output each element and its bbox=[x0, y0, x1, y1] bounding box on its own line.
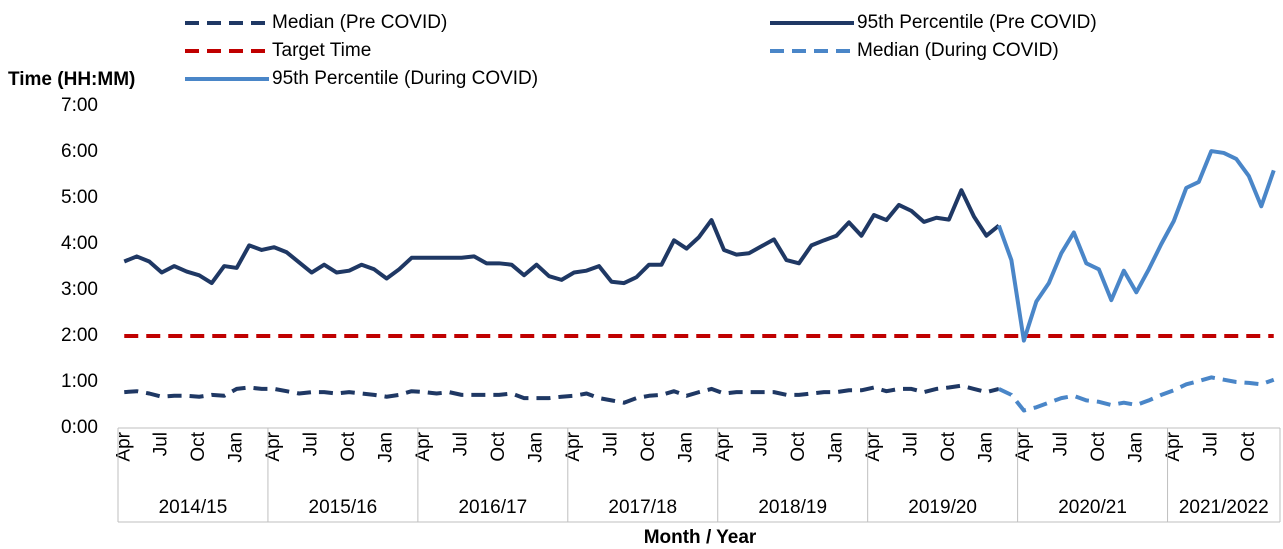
series-line bbox=[996, 149, 1276, 343]
group-label: 2015/16 bbox=[309, 497, 378, 518]
x-tick-label: Apr bbox=[263, 431, 284, 461]
y-tick-label: 5:00 bbox=[61, 187, 98, 208]
x-tick-label: Jul bbox=[900, 432, 921, 456]
x-tick-label: Apr bbox=[563, 431, 584, 461]
group-label: 2020/21 bbox=[1058, 497, 1127, 518]
legend-label: 95th Percentile (Pre COVID) bbox=[857, 12, 1097, 33]
x-tick-label: Jul bbox=[151, 432, 172, 456]
x-tick-label: Jul bbox=[301, 432, 322, 456]
group-label: 2019/20 bbox=[908, 497, 977, 518]
x-tick-label: Jul bbox=[1050, 432, 1071, 456]
x-tick-label: Jan bbox=[1125, 432, 1146, 463]
group-label: 2016/17 bbox=[458, 497, 527, 518]
y-axis-label: Time (HH:MM) bbox=[8, 69, 135, 90]
y-tick-label: 6:00 bbox=[61, 141, 98, 162]
x-tick-label: Jul bbox=[1200, 432, 1221, 456]
x-tick-label: Oct bbox=[188, 431, 209, 461]
y-tick-label: 1:00 bbox=[61, 371, 98, 392]
x-tick-label: Oct bbox=[338, 431, 359, 461]
group-label: 2017/18 bbox=[608, 497, 677, 518]
y-tick-label: 7:00 bbox=[61, 95, 98, 116]
x-axis-label: Month / Year bbox=[644, 527, 757, 548]
x-tick-label: Apr bbox=[113, 431, 134, 461]
x-tick-label: Apr bbox=[1013, 431, 1034, 461]
x-tick-label: Jul bbox=[601, 432, 622, 456]
x-tick-label: Oct bbox=[788, 431, 809, 461]
group-label: 2021/2022 bbox=[1179, 497, 1269, 518]
x-tick-label: Jan bbox=[825, 432, 846, 463]
series-line bbox=[124, 383, 1000, 405]
legend-label: Median (Pre COVID) bbox=[272, 12, 447, 33]
x-tick-label: Jul bbox=[451, 432, 472, 456]
y-tick-label: 3:00 bbox=[61, 279, 98, 300]
x-tick-label: Oct bbox=[488, 431, 509, 461]
legend-label: 95th Percentile (During COVID) bbox=[272, 68, 538, 89]
legend-label: Target Time bbox=[272, 40, 371, 61]
x-tick-label: Apr bbox=[413, 431, 434, 461]
y-tick-label: 2:00 bbox=[61, 325, 98, 346]
series-line bbox=[123, 188, 1001, 286]
x-tick-label: Jan bbox=[526, 432, 547, 463]
y-tick-label: 0:00 bbox=[61, 417, 98, 438]
series-line bbox=[998, 375, 1275, 413]
y-tick-label: 4:00 bbox=[61, 233, 98, 254]
x-tick-label: Oct bbox=[638, 431, 659, 461]
x-tick-label: Oct bbox=[1088, 431, 1109, 461]
group-label: 2018/19 bbox=[758, 497, 827, 518]
x-tick-label: Jan bbox=[226, 432, 247, 463]
x-tick-label: Apr bbox=[713, 431, 734, 461]
x-tick-label: Apr bbox=[863, 431, 884, 461]
group-label: 2014/15 bbox=[159, 497, 228, 518]
x-tick-label: Jan bbox=[676, 432, 697, 463]
x-tick-label: Oct bbox=[938, 431, 959, 461]
x-tick-label: Apr bbox=[1163, 431, 1184, 461]
legend-label: Median (During COVID) bbox=[857, 40, 1059, 61]
x-tick-label: Jul bbox=[750, 432, 771, 456]
x-tick-label: Oct bbox=[1238, 431, 1259, 461]
x-tick-label: Jan bbox=[975, 432, 996, 463]
x-tick-label: Jan bbox=[376, 432, 397, 463]
